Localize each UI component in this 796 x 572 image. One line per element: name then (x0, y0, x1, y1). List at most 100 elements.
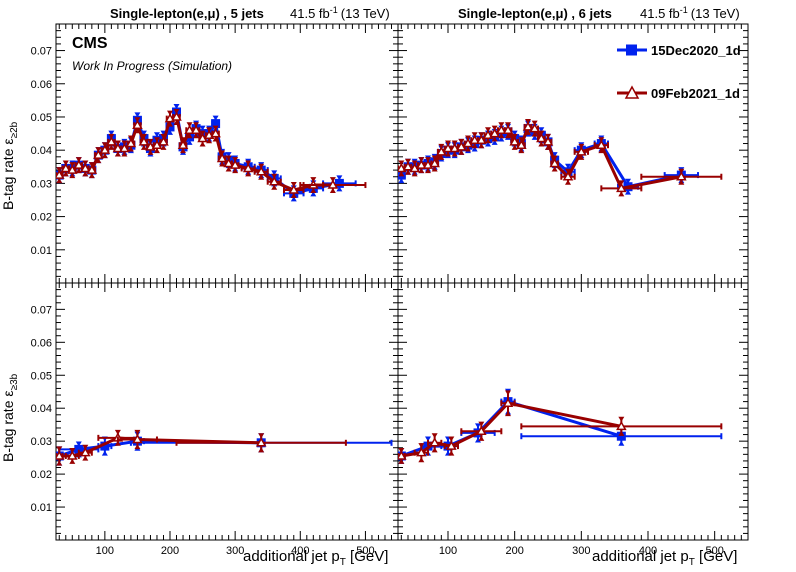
marker-triangle (223, 157, 234, 168)
y-error-cap (69, 458, 76, 464)
x-tick-label: 300 (572, 545, 590, 557)
marker-triangle (66, 450, 78, 460)
y-tick-label: 0.01 (31, 245, 52, 257)
data-point (460, 421, 503, 441)
y-error-cap (491, 136, 498, 142)
series-09feb2021 (56, 108, 367, 199)
y-error-cap (478, 143, 485, 149)
data-point (520, 426, 723, 446)
marker-triangle (416, 159, 427, 169)
y-error-cap (405, 169, 411, 175)
data-point (197, 130, 208, 147)
marker-triangle (56, 169, 65, 179)
right-channel-label: Single-lepton(e,μ) , 6 jets (458, 6, 612, 21)
y-error-cap (258, 433, 265, 439)
y-error-cap (82, 171, 89, 177)
data-point (229, 157, 241, 174)
plot-frame (397, 282, 749, 541)
y-error-cap (245, 171, 252, 177)
x-axis-title-right: additional jet pT [GeV] (592, 548, 737, 568)
legend-label-15dec: 15Dec2020_1d (651, 43, 741, 58)
y-error-cap (618, 440, 625, 446)
y-error-cap (212, 115, 219, 121)
data-point (509, 133, 520, 150)
marker-square (616, 431, 626, 441)
marker-triangle (184, 124, 195, 135)
data-point (99, 142, 111, 159)
marker-triangle (60, 162, 72, 173)
y-error-cap (56, 460, 63, 466)
y-error-cap (114, 151, 121, 157)
y-tick-label: 0.05 (31, 370, 52, 382)
series-09feb2021 (56, 429, 347, 466)
marker-triangle (255, 437, 267, 447)
data-point (299, 177, 367, 194)
y-error-cap (418, 443, 425, 449)
y-error-cap (336, 186, 343, 192)
legend-marker-09feb (624, 85, 640, 99)
marker-triangle (132, 433, 143, 444)
marker-triangle (429, 157, 440, 168)
series-09feb2021 (398, 390, 723, 464)
data-point (175, 433, 347, 453)
y-error-cap (525, 129, 531, 135)
y-error-cap (448, 450, 455, 456)
y-error-cap (578, 154, 585, 160)
y-error-cap (475, 437, 481, 443)
y-tick-label: 0.03 (31, 436, 52, 448)
marker-triangle (80, 162, 91, 173)
y-error-cap (271, 184, 278, 190)
y-error-cap (310, 188, 317, 194)
data-point (80, 160, 91, 177)
marker-triangle (73, 159, 85, 169)
marker-square (165, 122, 175, 132)
right-lumi-label: 41.5 fb-1 (13 TeV) (640, 5, 740, 21)
data-point (600, 180, 643, 197)
data-point (502, 122, 514, 139)
y-error-cap (625, 189, 631, 195)
legend-marker-15dec (626, 44, 637, 56)
marker-square (74, 444, 84, 454)
y-error-cap (551, 166, 558, 172)
y-error-cap (618, 191, 625, 197)
data-point (171, 108, 182, 125)
marker-triangle (429, 437, 440, 447)
marker-triangle (119, 143, 130, 153)
y-error-cap (199, 125, 206, 131)
data-point (283, 182, 305, 199)
y-error-cap (56, 446, 63, 452)
x-tick-label: 500 (705, 545, 723, 557)
marker-triangle (476, 134, 487, 144)
data-point (427, 433, 443, 453)
marker-triangle (66, 164, 78, 174)
marker-triangle (616, 420, 627, 431)
y-error-cap (160, 144, 167, 150)
panel-bottom-left: 0.01 0.02 0.03 0.04 0.05 0.06 0.07 100 200 300 400… (31, 282, 399, 557)
marker-triangle (616, 182, 627, 193)
data-point (106, 133, 117, 150)
y-error-cap (69, 173, 76, 179)
marker-square (211, 119, 221, 129)
y-error-cap (438, 154, 445, 160)
y-error-cap (625, 178, 631, 184)
panel-top-right (397, 23, 749, 284)
y-tick-label: 0.01 (31, 502, 52, 514)
y-axis-title-top: B-tag rate ε≥2b (0, 121, 20, 210)
y-error-cap (108, 144, 115, 150)
x-tick-label: 300 (226, 545, 244, 557)
data-point (322, 175, 357, 192)
data-point (125, 135, 137, 152)
marker-triangle (56, 450, 65, 460)
data-point (253, 163, 269, 180)
y-error-cap (114, 440, 121, 446)
y-error-cap (95, 158, 102, 164)
y-error-cap (271, 170, 278, 176)
data-point (77, 444, 93, 461)
y-error-cap (425, 436, 431, 442)
y-error-cap (398, 458, 405, 464)
y-error-cap (310, 191, 317, 197)
marker-triangle (229, 159, 241, 169)
y-error-cap (425, 168, 431, 174)
y-error-cap (88, 173, 95, 179)
marker-triangle (327, 179, 339, 189)
